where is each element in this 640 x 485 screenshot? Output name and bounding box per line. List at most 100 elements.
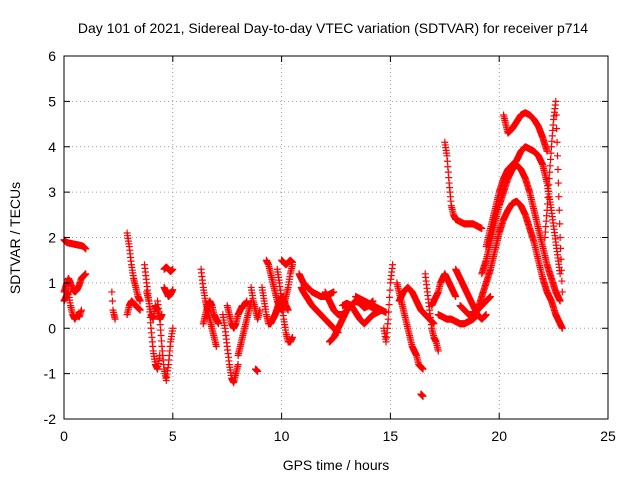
data-point (288, 258, 296, 266)
series-track-17a (428, 270, 460, 310)
data-point (557, 266, 565, 274)
data-point (544, 200, 552, 208)
data-point (214, 320, 222, 328)
data-point (212, 342, 220, 350)
x-tick-label: 10 (274, 428, 290, 444)
data-point (234, 361, 242, 369)
y-tick-label: 6 (48, 48, 56, 64)
data-point (547, 155, 555, 163)
data-point (552, 97, 560, 105)
series-track-16b (421, 270, 442, 355)
data-point (554, 179, 562, 187)
series-track-06b (199, 297, 222, 328)
series-track-02 (108, 288, 119, 323)
series-track-00c (60, 288, 85, 323)
data-point (111, 315, 119, 323)
data-point (384, 315, 392, 323)
y-tick-label: 0 (48, 320, 56, 336)
y-tick-label: 1 (48, 275, 56, 291)
series-track-19c (482, 143, 564, 278)
series-track-19a (473, 197, 566, 332)
series-track-14 (352, 292, 390, 316)
data-point (108, 288, 116, 296)
series-track-16a (417, 390, 427, 400)
data-point (556, 270, 564, 278)
series-track-00b (60, 270, 90, 296)
data-point (556, 220, 564, 228)
y-tick-label: -2 (44, 411, 57, 427)
series-track-03b (123, 297, 144, 319)
chart-title: Day 101 of 2021, Sidereal Day-to-day VTE… (78, 20, 588, 36)
series-track-15a (380, 261, 397, 346)
data-point (543, 147, 551, 155)
data-point (330, 288, 338, 296)
series-track-04e (160, 283, 177, 300)
ticks-layer: 0 5 10 15 20 25 -2 -1 0 1 2 3 4 5 6 (44, 48, 616, 444)
series-track-20 (500, 109, 551, 155)
y-tick-label: 3 (48, 184, 56, 200)
data-point (544, 194, 552, 202)
data-point (555, 193, 563, 201)
data-point (385, 308, 393, 316)
data-point (558, 277, 566, 285)
series-track-17c (441, 138, 486, 232)
data-point (546, 162, 554, 170)
series-track-07b (223, 297, 251, 332)
data-point (169, 324, 177, 332)
data-point (545, 181, 553, 189)
data-point (543, 206, 551, 214)
series-track-22 (541, 97, 566, 296)
data-point (486, 292, 494, 300)
data-point (386, 293, 394, 301)
series-track-04b (143, 288, 166, 323)
series-track-04c (154, 297, 177, 384)
data-point (434, 347, 442, 355)
data-point (452, 292, 460, 300)
data-point (545, 175, 553, 183)
y-axis-label: SDTVAR / TECUs (7, 182, 23, 294)
data-point (556, 297, 564, 305)
data-point (546, 168, 554, 176)
data-point (557, 244, 565, 252)
data-point (558, 288, 566, 296)
series-track-04d (160, 263, 177, 276)
data-point (77, 306, 85, 314)
series-track-08b (247, 283, 264, 323)
x-tick-label: 5 (169, 428, 177, 444)
y-tick-label: 5 (48, 93, 56, 109)
x-tick-label: 15 (383, 428, 399, 444)
data-point (136, 297, 144, 305)
data-point (288, 333, 296, 341)
data-point (554, 152, 562, 160)
data-point (544, 187, 552, 195)
data-point (169, 286, 177, 294)
data-point (547, 149, 555, 157)
x-tick-label: 25 (600, 428, 616, 444)
x-tick-label: 0 (60, 428, 68, 444)
data-point (553, 125, 561, 133)
data-point (556, 234, 564, 241)
data-point (554, 165, 562, 173)
data-point (558, 324, 566, 332)
data-point (555, 206, 563, 214)
series-track-03a (123, 229, 144, 305)
data-point (284, 306, 292, 314)
y-tick-label: -1 (44, 366, 57, 382)
series-track-00a (60, 236, 90, 253)
series-track-17b (434, 311, 481, 328)
y-tick-label: 2 (48, 230, 56, 246)
data-point (136, 306, 144, 314)
series-track-09a (251, 365, 262, 375)
series-track-11b (297, 283, 342, 337)
data-point (254, 367, 262, 375)
x-axis-label: GPS time / hours (283, 457, 390, 473)
data-point (552, 111, 560, 119)
data-point (169, 265, 177, 273)
marks-layer (60, 97, 566, 400)
data-point (419, 365, 427, 373)
y-tick-label: 4 (48, 139, 56, 155)
data-point (256, 306, 264, 314)
data-point (478, 224, 486, 232)
data-point (557, 255, 565, 263)
